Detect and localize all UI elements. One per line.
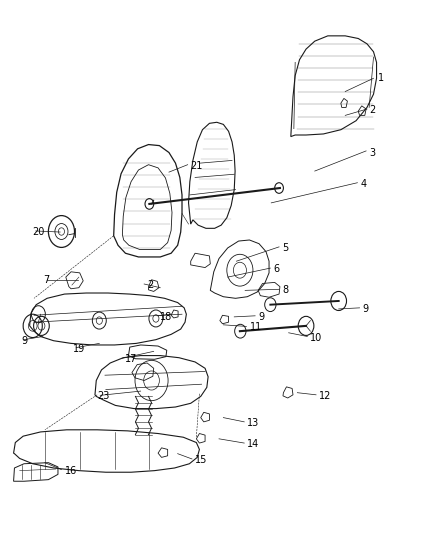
Text: 14: 14 (247, 439, 260, 449)
Text: 5: 5 (282, 243, 288, 253)
Text: 6: 6 (273, 264, 279, 274)
Text: 7: 7 (43, 274, 49, 285)
Text: 2: 2 (369, 105, 375, 115)
Text: 20: 20 (33, 227, 45, 237)
Text: 12: 12 (319, 391, 332, 401)
Text: 11: 11 (250, 322, 262, 333)
Text: 17: 17 (125, 354, 138, 364)
Text: 23: 23 (97, 391, 110, 401)
Text: 9: 9 (363, 304, 369, 314)
Text: 3: 3 (369, 148, 375, 158)
Text: 21: 21 (191, 161, 203, 171)
Text: 10: 10 (311, 333, 323, 343)
Text: 2: 2 (147, 280, 153, 290)
Text: 4: 4 (360, 179, 367, 189)
Text: 15: 15 (195, 455, 208, 465)
Text: 9: 9 (21, 336, 27, 346)
Text: 16: 16 (64, 466, 77, 475)
Text: 18: 18 (160, 312, 173, 322)
Text: 13: 13 (247, 418, 260, 428)
Text: 19: 19 (73, 344, 85, 354)
Text: 1: 1 (378, 73, 384, 83)
Text: 9: 9 (258, 312, 264, 322)
Text: 8: 8 (282, 285, 288, 295)
